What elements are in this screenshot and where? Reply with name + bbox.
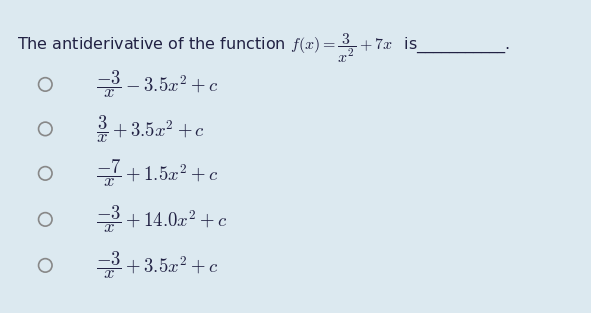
- Text: The antiderivative of the function $f(x) = \dfrac{3}{x^2} + 7x\,$  is___________: The antiderivative of the function $f(x)…: [18, 31, 511, 64]
- Text: $\dfrac{-3}{x} + 14.0x^2 + c$: $\dfrac{-3}{x} + 14.0x^2 + c$: [96, 203, 227, 235]
- Text: $\dfrac{-3}{x} + 3.5x^2 + c$: $\dfrac{-3}{x} + 3.5x^2 + c$: [96, 249, 218, 281]
- Text: $\dfrac{3}{x} + 3.5x^2 + c$: $\dfrac{3}{x} + 3.5x^2 + c$: [96, 113, 204, 145]
- Text: $\dfrac{-7}{x} + 1.5x^2 + c$: $\dfrac{-7}{x} + 1.5x^2 + c$: [96, 157, 218, 189]
- Text: $\dfrac{-3}{x} - 3.5x^2 + c$: $\dfrac{-3}{x} - 3.5x^2 + c$: [96, 69, 218, 100]
